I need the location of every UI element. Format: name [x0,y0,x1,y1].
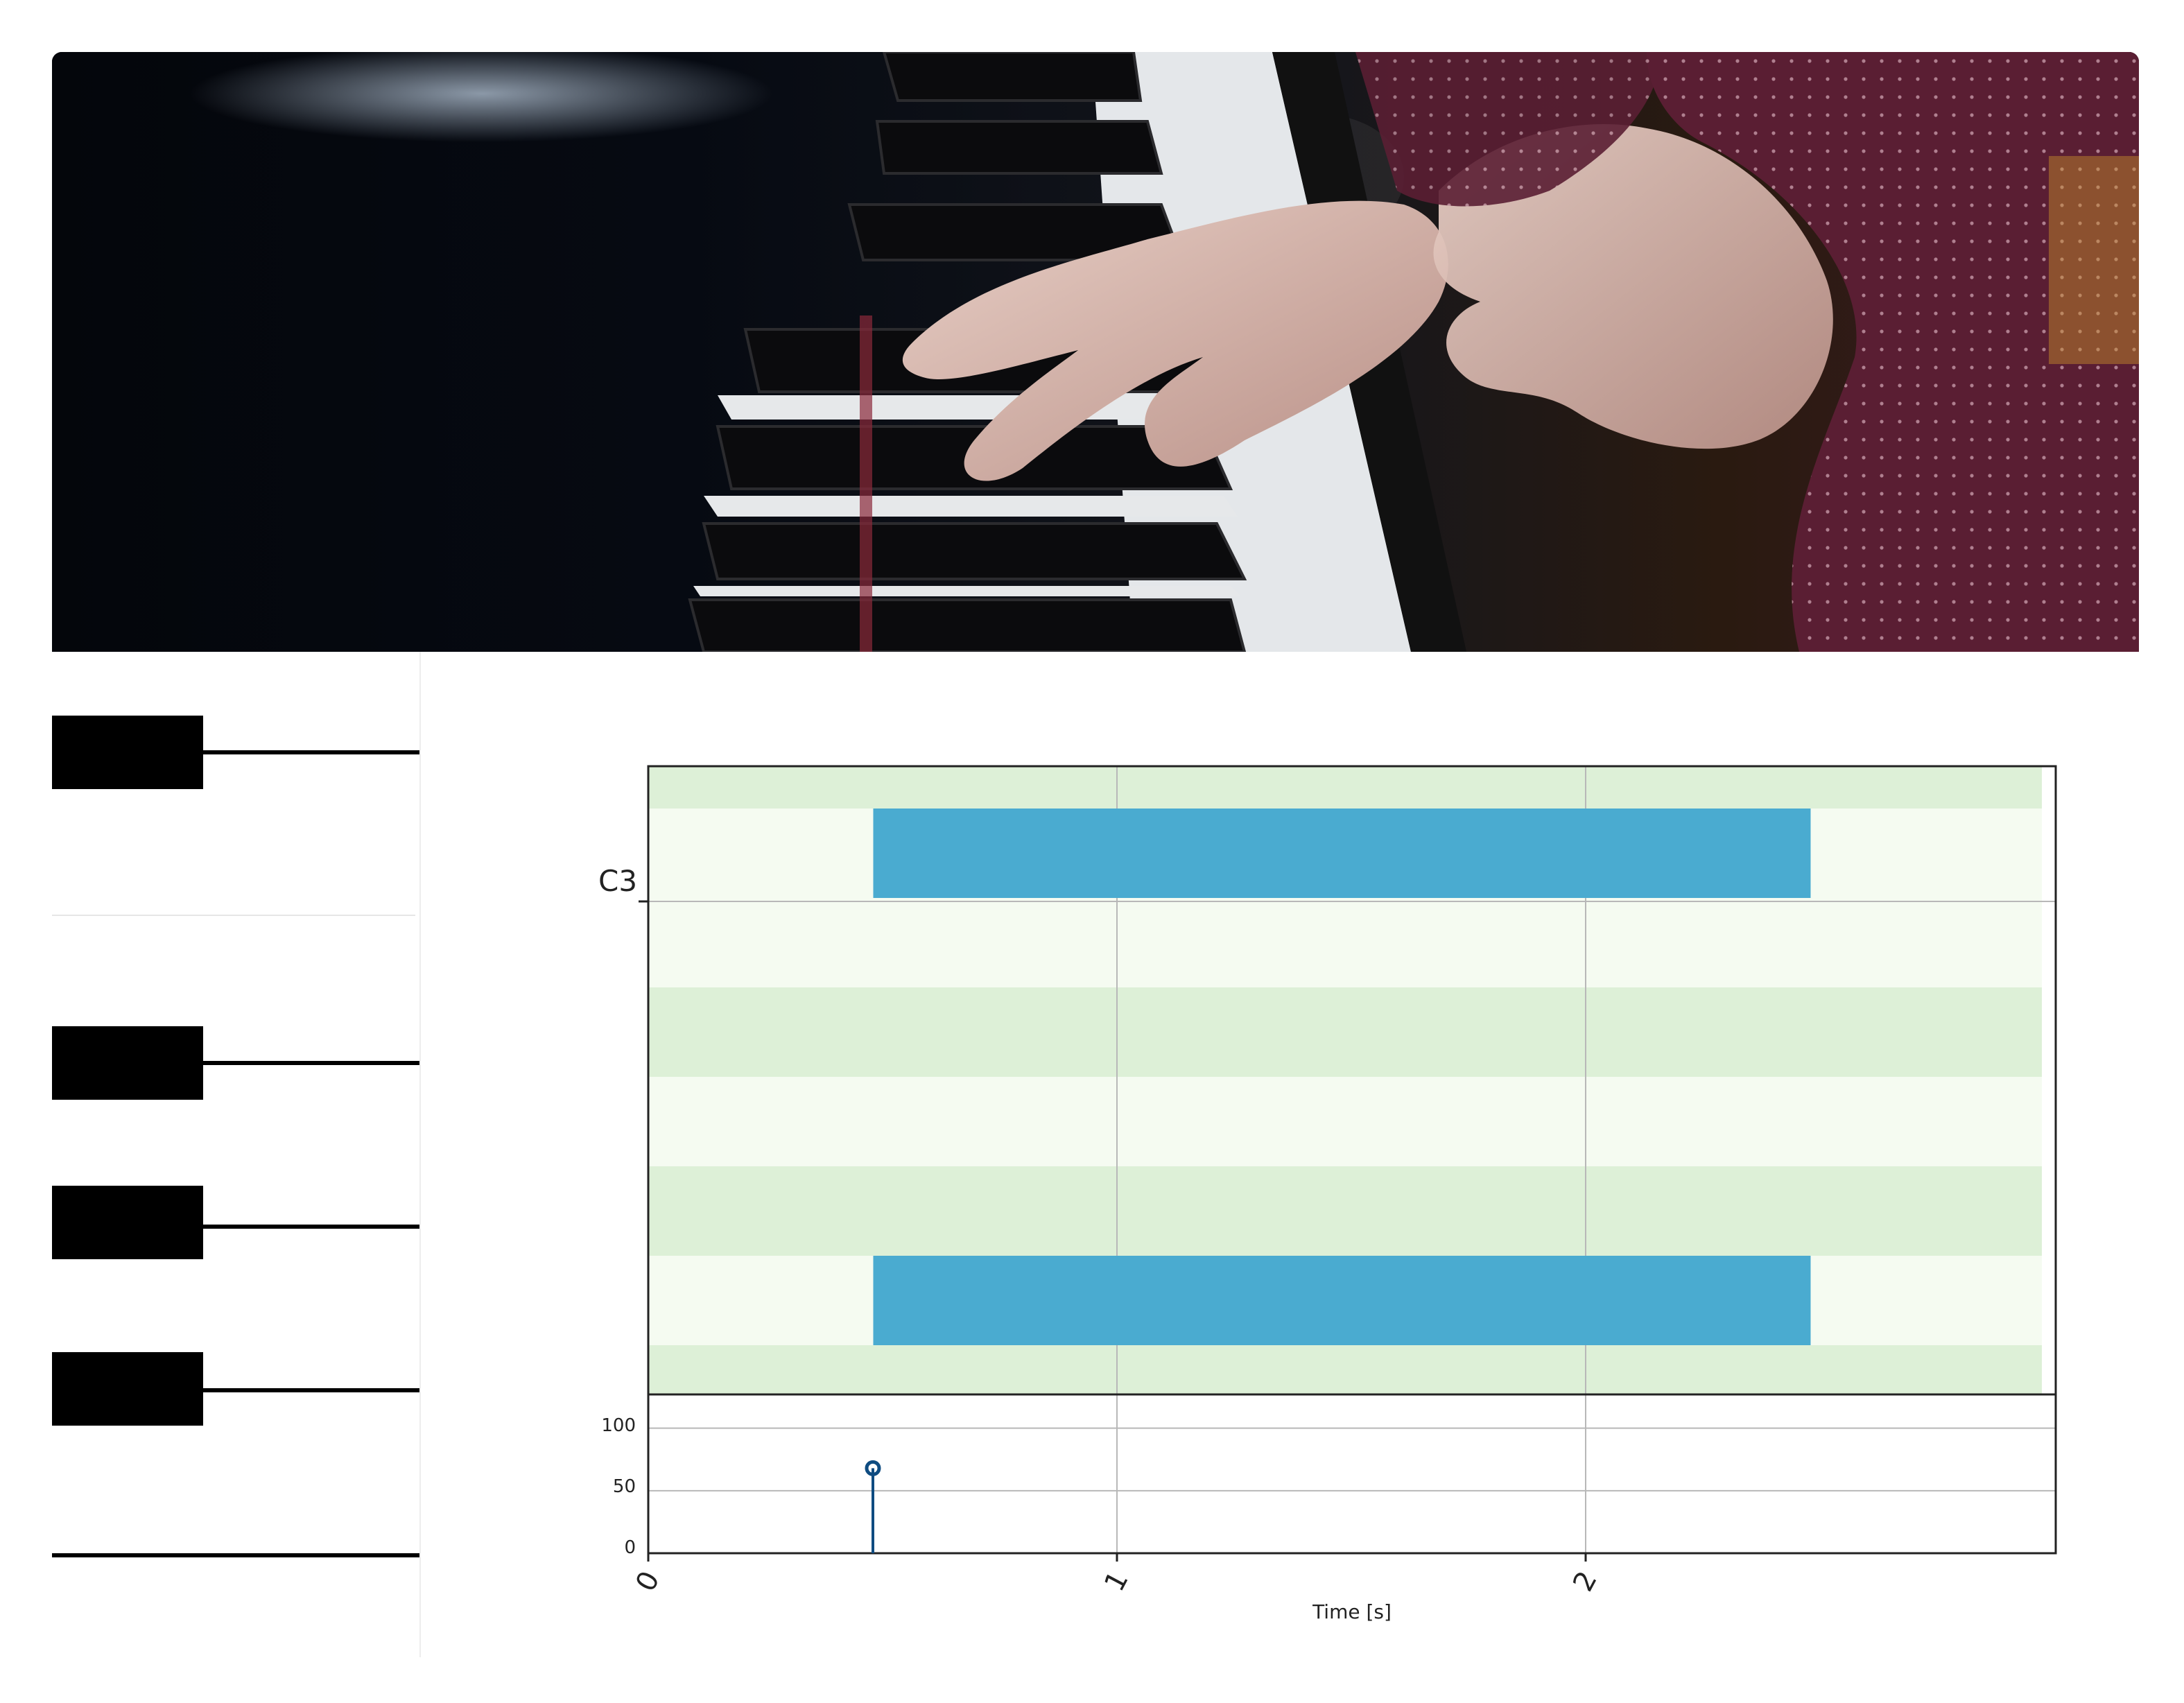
black-key[interactable] [52,1186,203,1259]
velocity-grid [647,1394,2056,1562]
piano-roll-row [648,987,2042,1077]
piano-roll-row [648,1345,2042,1394]
velocity-marker [865,1460,881,1476]
piano-roll-chart: C3 100 50 0 0 1 2 Time [s] [598,765,2057,1623]
x-tick-label-0: 0 [630,1566,666,1597]
key-separator [203,750,419,754]
velocity-stems [865,1460,881,1553]
key-separator [203,1388,419,1392]
key-separator [52,1553,419,1557]
y-tick-label-100: 100 [601,1415,636,1436]
x-tick-label-1: 1 [1098,1566,1135,1597]
piano-roll-row [648,1166,2042,1256]
key-separator [203,1225,419,1229]
velocity-frame [647,1393,2057,1555]
piano-roll-row [648,1077,2042,1166]
piano-roll-notes [873,809,1811,1345]
y-tick-label-50: 50 [613,1476,636,1497]
key-separator [203,1061,419,1065]
piano-keyboard [52,652,421,1657]
piano-roll-row [648,766,2042,809]
note-bar [873,809,1811,898]
black-key[interactable] [52,1026,203,1100]
x-axis-label: Time [s] [1312,1600,1392,1623]
y-tick-label-0: 0 [624,1537,636,1558]
piano-roll-row [648,898,2042,987]
black-key[interactable] [52,1352,203,1426]
y-tick-label-c3: C3 [598,864,637,898]
x-tick-label-2: 2 [1567,1566,1604,1597]
hero-image [52,52,2139,652]
black-key[interactable] [52,716,203,789]
key-separator-light [52,915,415,916]
note-bar [873,1256,1811,1345]
piano-roll-figure: C3 100 50 0 0 1 2 Time [s] [419,652,2139,1657]
piano-hands-photo [52,52,2139,652]
